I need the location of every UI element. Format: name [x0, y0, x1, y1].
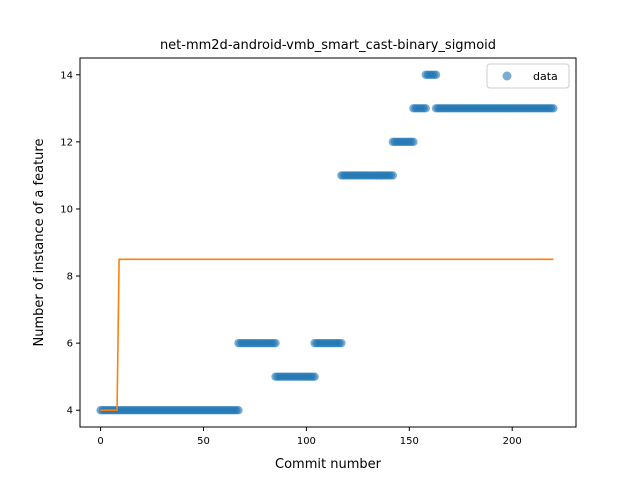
y-tick-label: 6	[67, 339, 73, 350]
data-point	[549, 104, 558, 113]
x-tick-label: 50	[197, 436, 210, 447]
y-tick-label: 12	[60, 137, 73, 148]
legend: data	[486, 63, 570, 89]
data-point	[337, 338, 346, 348]
legend-box	[486, 63, 570, 89]
chart-title: net-mm2d-android-vmb_smart_cast-binary_s…	[160, 38, 496, 53]
legend-marker	[502, 71, 512, 81]
y-tick-label: 14	[60, 70, 73, 81]
data-point	[271, 338, 280, 348]
y-tick-label: 4	[67, 406, 73, 417]
series-line	[100, 258, 554, 412]
x-tick-label: 100	[297, 436, 316, 447]
y-tick-label: 8	[67, 272, 73, 283]
legend-entry-data: data	[533, 70, 558, 83]
data-point	[310, 372, 319, 381]
y-axis-label: Number of instance of a feature	[32, 139, 47, 347]
x-tick-label: 200	[503, 436, 522, 447]
axes-frame	[79, 57, 577, 428]
x-tick-label: 0	[97, 436, 103, 447]
x-axis-label: Commit number	[275, 457, 382, 472]
data-point	[388, 171, 398, 180]
x-tick-label: 150	[400, 436, 419, 447]
data-point	[421, 104, 430, 113]
axis-ticks: 0 50 100 150 200 4 6 8 10 12 14	[60, 70, 521, 447]
plot-area	[96, 70, 558, 415]
data-point	[409, 137, 418, 147]
data-point	[234, 406, 243, 415]
y-tick-label: 10	[60, 204, 73, 215]
data-point	[431, 70, 441, 79]
